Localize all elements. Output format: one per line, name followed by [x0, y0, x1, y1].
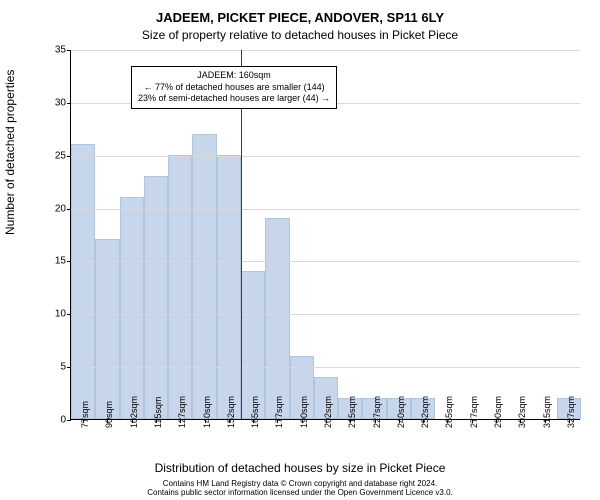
x-tick-label: 140sqm — [202, 396, 212, 428]
y-tick-label: 35 — [41, 45, 66, 56]
x-tick-label: 227sqm — [372, 396, 382, 428]
y-tick-mark — [67, 156, 71, 157]
gridline — [71, 261, 580, 262]
gridline — [71, 367, 580, 368]
annotation-line: 23% of semi-detached houses are larger (… — [138, 93, 330, 105]
plot-area: 0510152025303577sqm90sqm102sqm115sqm127s… — [70, 50, 580, 420]
bar — [168, 155, 192, 419]
bar — [192, 134, 216, 419]
x-tick-label: 177sqm — [274, 396, 284, 428]
chart-title: JADEEM, PICKET PIECE, ANDOVER, SP11 6LY — [0, 10, 600, 25]
x-tick-label: 77sqm — [80, 401, 90, 428]
bar — [144, 176, 168, 419]
y-tick-label: 30 — [41, 97, 66, 108]
x-tick-label: 265sqm — [444, 396, 454, 428]
x-tick-label: 152sqm — [226, 396, 236, 428]
bar — [265, 218, 289, 419]
x-tick-label: 240sqm — [396, 396, 406, 428]
bar — [120, 197, 144, 419]
x-axis-label: Distribution of detached houses by size … — [0, 461, 600, 475]
y-tick-mark — [67, 50, 71, 51]
y-tick-label: 0 — [41, 415, 66, 426]
y-tick-mark — [67, 209, 71, 210]
chart-subtitle: Size of property relative to detached ho… — [0, 28, 600, 42]
footer-line-1: Contains HM Land Registry data © Crown c… — [0, 479, 600, 489]
gridline — [71, 314, 580, 315]
gridline — [71, 50, 580, 51]
y-tick-label: 20 — [41, 203, 66, 214]
x-tick-label: 277sqm — [469, 396, 479, 428]
x-tick-label: 252sqm — [420, 396, 430, 428]
y-tick-label: 10 — [41, 309, 66, 320]
bar — [217, 155, 241, 419]
y-axis-label: Number of detached properties — [3, 70, 17, 235]
y-tick-label: 5 — [41, 362, 66, 373]
y-tick-mark — [67, 367, 71, 368]
y-tick-mark — [67, 261, 71, 262]
x-tick-label: 315sqm — [542, 396, 552, 428]
y-tick-mark — [67, 314, 71, 315]
x-tick-label: 102sqm — [129, 396, 139, 428]
x-tick-label: 215sqm — [347, 396, 357, 428]
x-tick-label: 327sqm — [566, 396, 576, 428]
x-tick-label: 190sqm — [299, 396, 309, 428]
footer-attribution: Contains HM Land Registry data © Crown c… — [0, 479, 600, 498]
x-tick-label: 165sqm — [250, 396, 260, 428]
x-tick-label: 202sqm — [323, 396, 333, 428]
y-tick-mark — [67, 103, 71, 104]
x-tick-label: 127sqm — [177, 396, 187, 428]
y-tick-mark — [67, 420, 71, 421]
gridline — [71, 209, 580, 210]
bar — [71, 144, 95, 419]
x-tick-label: 90sqm — [104, 401, 114, 428]
x-tick-label: 302sqm — [517, 396, 527, 428]
x-tick-label: 115sqm — [153, 397, 163, 428]
bar — [95, 239, 119, 419]
annotation-line: ← 77% of detached houses are smaller (14… — [138, 82, 330, 94]
histogram-chart: JADEEM, PICKET PIECE, ANDOVER, SP11 6LY … — [0, 0, 600, 500]
annotation-box: JADEEM: 160sqm← 77% of detached houses a… — [131, 66, 337, 109]
gridline — [71, 156, 580, 157]
y-tick-label: 15 — [41, 256, 66, 267]
y-tick-label: 25 — [41, 150, 66, 161]
footer-line-2: Contains public sector information licen… — [0, 488, 600, 498]
annotation-line: JADEEM: 160sqm — [138, 70, 330, 82]
x-tick-label: 290sqm — [493, 396, 503, 428]
